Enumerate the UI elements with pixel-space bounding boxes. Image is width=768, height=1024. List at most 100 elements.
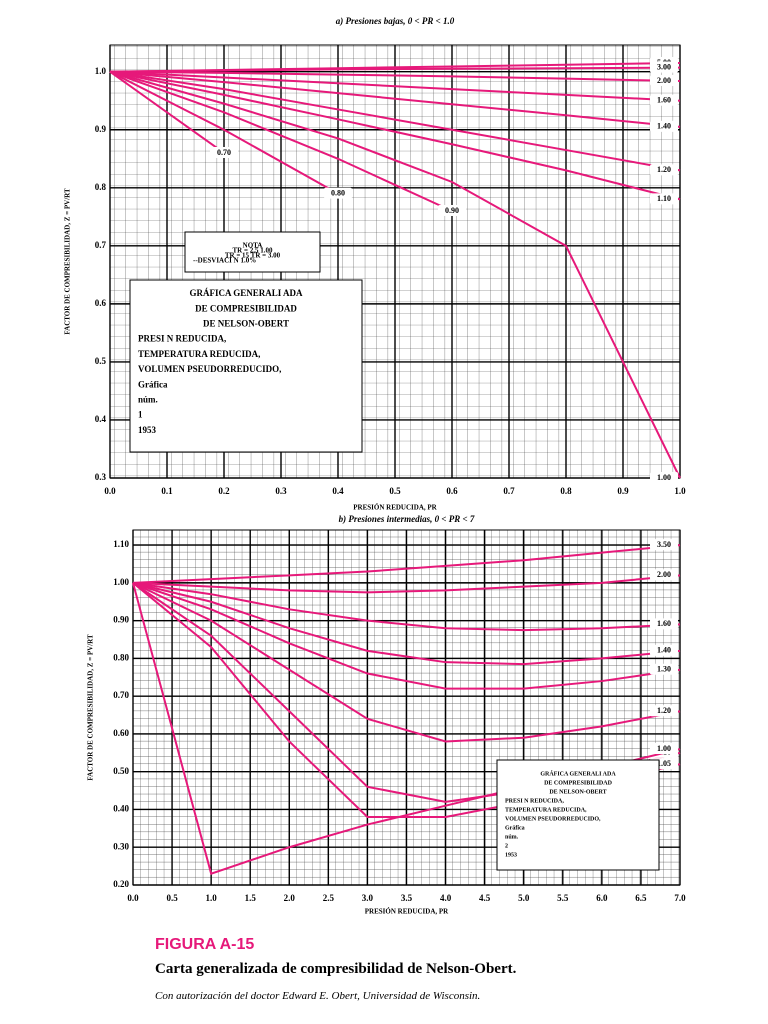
y-tick-label: 1.0 bbox=[95, 66, 107, 76]
note-text: núm. bbox=[138, 394, 158, 404]
isotherm bbox=[109, 70, 681, 479]
y-tick-label: 0.90 bbox=[113, 615, 129, 625]
curve-label: 2.00 bbox=[657, 570, 671, 579]
x-tick-label: 7.0 bbox=[674, 893, 686, 903]
curve-label: 2.00 bbox=[657, 76, 671, 85]
note-text: PRESI N REDUCIDA, bbox=[505, 798, 564, 804]
isotherm bbox=[109, 70, 681, 102]
y-axis-label: FACTOR DE COMPRESIBILIDAD, Z = PV/RT bbox=[64, 188, 72, 335]
x-tick-label: 6.5 bbox=[635, 893, 647, 903]
curve-label: 1.40 bbox=[657, 122, 671, 131]
curve-label: 0.70 bbox=[217, 148, 231, 157]
figure-title: Carta generalizada de compresibilidad de… bbox=[155, 961, 517, 977]
isotherm bbox=[109, 70, 453, 212]
curve-label-bg bbox=[438, 205, 466, 217]
x-axis-label: PRESIÓN REDUCIDA, PR bbox=[365, 908, 449, 916]
isotherm bbox=[132, 574, 681, 594]
curve-label-bg bbox=[650, 120, 678, 132]
x-tick-label: 0.0 bbox=[127, 893, 139, 903]
x-tick-label: 4.0 bbox=[440, 893, 452, 903]
isotherm bbox=[109, 70, 681, 172]
x-tick-label: 2.5 bbox=[323, 893, 335, 903]
note-text: VOLUMEN PSEUDORREDUCIDO, bbox=[138, 364, 281, 374]
curve-label-bg bbox=[650, 193, 678, 205]
chart-title: a) Presiones bajas, 0 < PR < 1.0 bbox=[336, 16, 455, 26]
curve-label-bg bbox=[650, 472, 678, 483]
figure: a) Presiones bajas, 0 < PR < 1.0 PRESIÓN … bbox=[64, 16, 687, 916]
x-tick-label: 0.5 bbox=[166, 893, 178, 903]
curve-label: 1.60 bbox=[657, 96, 671, 105]
curve-label-bg bbox=[650, 61, 678, 73]
y-tick-label: 1.00 bbox=[113, 577, 129, 587]
curve-label-bg bbox=[650, 74, 678, 86]
y-tick-label: 0.40 bbox=[113, 804, 129, 814]
x-axis-label: PRESIÓN REDUCIDA, PR bbox=[353, 504, 437, 512]
note-box bbox=[496, 759, 660, 871]
x-tick-label: 1.5 bbox=[245, 893, 257, 903]
note-text: --DESVIACI N 1.0% bbox=[193, 257, 256, 265]
curve-label-bg bbox=[650, 164, 678, 176]
x-tick-label: 0.9 bbox=[617, 486, 629, 496]
note-text: DE COMPRESIBILIDAD bbox=[195, 303, 297, 313]
y-tick-label: 0.5 bbox=[95, 356, 107, 366]
curve-label-bg bbox=[650, 539, 678, 551]
note-text: VOLUMEN PSEUDORREDUCIDO, bbox=[505, 816, 601, 822]
note-text: núm. bbox=[505, 834, 519, 840]
x-tick-label: 0.3 bbox=[275, 486, 287, 496]
x-tick-label: 2.0 bbox=[284, 893, 296, 903]
y-tick-label: 0.30 bbox=[113, 841, 129, 851]
y-tick-label: 0.60 bbox=[113, 728, 129, 738]
note-text: DE COMPRESIBILIDAD bbox=[544, 780, 613, 786]
curve-label: 3.00 bbox=[657, 62, 671, 71]
note-text: 2 bbox=[505, 843, 508, 849]
note-text: 1953 bbox=[505, 852, 517, 858]
y-tick-label: 0.70 bbox=[113, 690, 129, 700]
isotherm bbox=[109, 70, 225, 154]
note-text: TR = 15 TR = 3.00 bbox=[225, 252, 281, 260]
note-text: TEMPERATURA REDUCIDA, bbox=[505, 807, 587, 813]
x-tick-label: 1.0 bbox=[206, 893, 218, 903]
isotherm bbox=[109, 70, 681, 201]
note-text: TEMPERATURA REDUCIDA, bbox=[138, 349, 260, 359]
x-tick-label: 3.5 bbox=[401, 893, 413, 903]
curve-label-bg bbox=[650, 705, 678, 717]
note-text: GRÁFICA GENERALI ADA bbox=[540, 769, 616, 777]
curve-label-bg bbox=[650, 743, 678, 755]
x-tick-label: 4.5 bbox=[479, 893, 491, 903]
curve-label: 1.60 bbox=[657, 619, 671, 628]
curve-label: 3.50 bbox=[657, 540, 671, 549]
y-tick-label: 0.8 bbox=[95, 182, 107, 192]
x-tick-label: 0.1 bbox=[161, 486, 173, 496]
note-text: Gráfica bbox=[505, 825, 525, 831]
curve-label-bg bbox=[210, 146, 238, 158]
x-tick-label: 0.0 bbox=[104, 486, 116, 496]
x-tick-label: 0.4 bbox=[332, 486, 344, 496]
y-tick-label: 0.6 bbox=[95, 298, 107, 308]
x-tick-label: 0.2 bbox=[218, 486, 230, 496]
curve-label-bg bbox=[650, 618, 678, 630]
curve-label: 1.20 bbox=[657, 165, 671, 174]
y-tick-label: 0.80 bbox=[113, 652, 129, 662]
isotherm bbox=[132, 581, 681, 632]
curve-label: 1.20 bbox=[657, 706, 671, 715]
note-text: GRÁFICA GENERALI ADA bbox=[189, 288, 303, 298]
y-tick-label: 0.9 bbox=[95, 124, 107, 134]
note-box bbox=[184, 231, 321, 273]
curve-label: 0.80 bbox=[331, 188, 345, 197]
y-tick-label: 0.3 bbox=[95, 472, 107, 482]
curve-label: 0.90 bbox=[445, 206, 459, 215]
figure-label: FIGURA A-15 bbox=[155, 936, 255, 953]
x-tick-label: 6.0 bbox=[596, 893, 608, 903]
note-text: 1953 bbox=[138, 425, 157, 435]
curve-label: 1.30 bbox=[657, 665, 671, 674]
isotherm bbox=[132, 581, 681, 666]
x-tick-label: 0.5 bbox=[389, 486, 401, 496]
x-tick-label: 0.8 bbox=[560, 486, 572, 496]
note-text: DE NELSON-OBERT bbox=[203, 318, 289, 328]
curve-label-bg bbox=[650, 94, 678, 106]
y-tick-label: 0.4 bbox=[95, 414, 107, 424]
y-tick-label: 0.20 bbox=[113, 879, 129, 889]
isotherm bbox=[132, 544, 681, 584]
note-text: Gráfica bbox=[138, 379, 168, 389]
